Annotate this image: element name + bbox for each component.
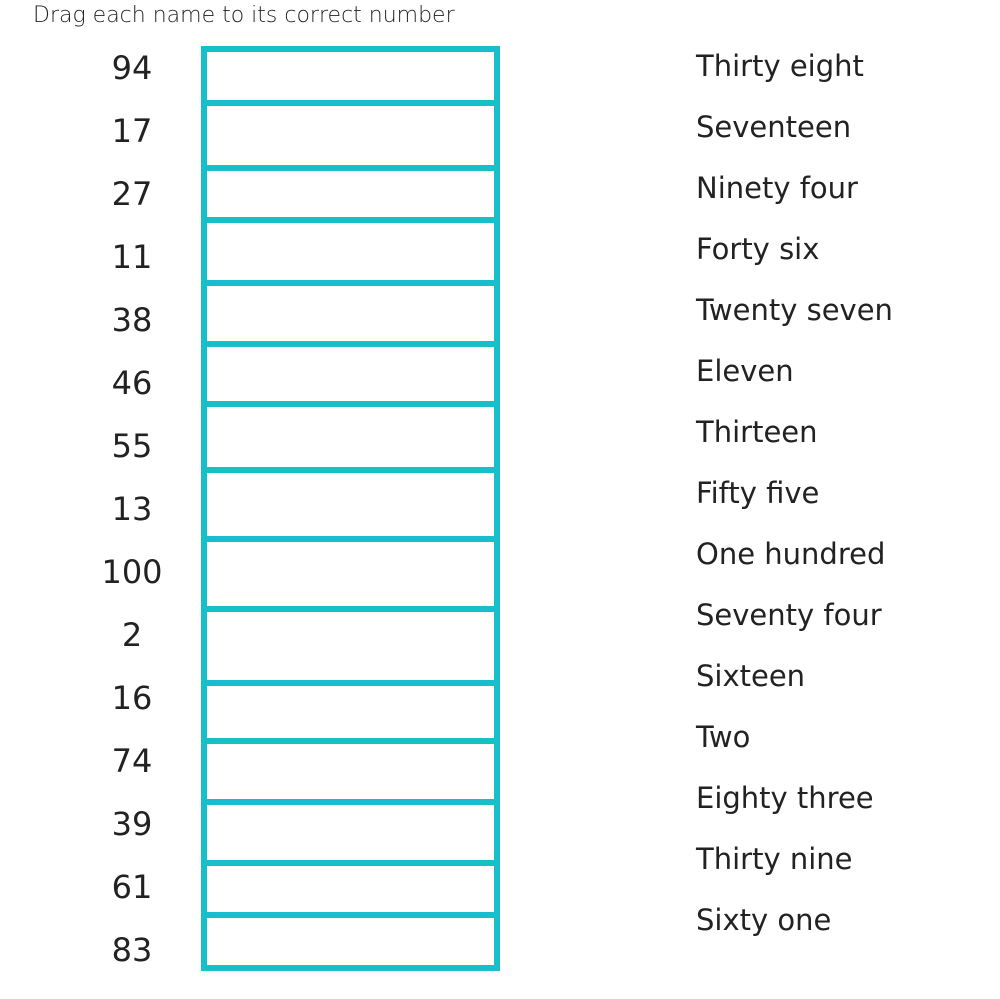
drop-zone-divider bbox=[201, 280, 500, 286]
draggable-name[interactable]: Thirty nine bbox=[696, 842, 853, 876]
instruction-text: Drag each name to its correct number bbox=[33, 3, 455, 28]
number-label: 61 bbox=[111, 868, 153, 906]
number-label: 46 bbox=[111, 364, 153, 402]
drop-zone-frame bbox=[201, 46, 500, 971]
drop-slot[interactable] bbox=[207, 106, 494, 165]
drop-slot[interactable] bbox=[207, 686, 494, 738]
draggable-name[interactable]: Ninety four bbox=[696, 171, 858, 205]
drop-zone-divider bbox=[201, 738, 500, 744]
drop-zone-divider bbox=[201, 401, 500, 407]
drop-zone-divider bbox=[201, 912, 500, 918]
draggable-name[interactable]: Twenty seven bbox=[696, 293, 893, 327]
number-label: 74 bbox=[111, 742, 153, 780]
drop-zone-divider bbox=[201, 217, 500, 223]
number-label: 100 bbox=[101, 553, 163, 591]
draggable-name[interactable]: One hundred bbox=[696, 537, 886, 571]
drop-zone-divider bbox=[201, 860, 500, 866]
drop-slot[interactable] bbox=[207, 473, 494, 536]
number-label: 94 bbox=[111, 49, 153, 87]
draggable-name[interactable]: Forty six bbox=[696, 232, 820, 266]
drop-slot[interactable] bbox=[207, 171, 494, 217]
number-label: 2 bbox=[121, 616, 143, 654]
draggable-name[interactable]: Eleven bbox=[696, 354, 794, 388]
draggable-name[interactable]: Thirteen bbox=[696, 415, 818, 449]
draggable-name[interactable]: Fifty five bbox=[696, 476, 820, 510]
drop-zone-divider bbox=[201, 467, 500, 473]
drop-slot[interactable] bbox=[207, 612, 494, 680]
drop-zone-divider bbox=[201, 536, 500, 542]
number-label: 27 bbox=[111, 175, 153, 213]
drop-zone-divider bbox=[201, 341, 500, 347]
draggable-name[interactable]: Thirty eight bbox=[696, 49, 864, 83]
number-label: 17 bbox=[111, 112, 153, 150]
draggable-name[interactable]: Sixteen bbox=[696, 659, 806, 693]
draggable-name[interactable]: Eighty three bbox=[696, 781, 874, 815]
draggable-name[interactable]: Two bbox=[696, 720, 751, 754]
drop-slot[interactable] bbox=[207, 918, 494, 965]
drop-zone-divider bbox=[201, 165, 500, 171]
number-label: 83 bbox=[111, 931, 153, 969]
number-label: 55 bbox=[111, 427, 153, 465]
number-label: 38 bbox=[111, 301, 153, 339]
draggable-name[interactable]: Seventy four bbox=[696, 598, 882, 632]
drop-zone-divider bbox=[201, 100, 500, 106]
drop-zone-divider bbox=[201, 606, 500, 612]
drop-slot[interactable] bbox=[207, 407, 494, 467]
drop-slot[interactable] bbox=[207, 223, 494, 280]
drop-slot[interactable] bbox=[207, 52, 494, 100]
drop-slot[interactable] bbox=[207, 347, 494, 401]
number-label: 16 bbox=[111, 679, 153, 717]
draggable-name[interactable]: Sixty one bbox=[696, 903, 832, 937]
drop-slot[interactable] bbox=[207, 805, 494, 860]
number-label: 39 bbox=[111, 805, 153, 843]
draggable-name[interactable]: Seventeen bbox=[696, 110, 852, 144]
drop-zone-divider bbox=[201, 799, 500, 805]
drop-zone-divider bbox=[201, 680, 500, 686]
number-label: 13 bbox=[111, 490, 153, 528]
drop-slot[interactable] bbox=[207, 866, 494, 912]
drop-slot[interactable] bbox=[207, 286, 494, 341]
drop-slot[interactable] bbox=[207, 744, 494, 799]
number-label: 11 bbox=[111, 238, 153, 276]
drop-slot[interactable] bbox=[207, 542, 494, 606]
